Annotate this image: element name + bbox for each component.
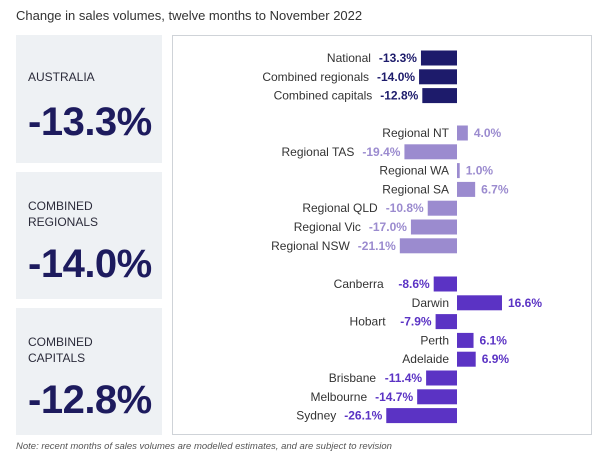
combined-regionals-card: COMBINED REGIONALS -14.0% — [16, 172, 162, 299]
bar-melbourne — [417, 389, 457, 405]
value-label-regional-nsw: -21.1% — [358, 239, 396, 253]
combined-regionals-card-value: -14.0% — [28, 242, 152, 286]
australia-card-value: -13.3% — [28, 100, 152, 144]
category-label-regional-vic: Regional Vic — [294, 220, 361, 234]
category-label-combined-regionals: Combined regionals — [262, 70, 369, 84]
bar-hobart — [435, 314, 457, 330]
category-label-canberra: Canberra — [334, 277, 384, 291]
value-label-regional-tas: -19.4% — [362, 145, 400, 159]
bar-combined-regionals — [419, 69, 457, 85]
bar-adelaide — [457, 351, 476, 367]
category-label-regional-tas: Regional TAS — [281, 145, 354, 159]
bar-chart-panel: National -13.3% Combined regionals -14.0% Co… — [172, 35, 592, 435]
value-label-darwin: 16.6% — [508, 296, 542, 310]
value-label-regional-sa: 6.7% — [481, 182, 509, 196]
bar-regional-nsw — [399, 238, 457, 254]
value-label-regional-wa: 1.0% — [466, 164, 494, 178]
combined-capitals-card-label: COMBINED CAPITALS — [28, 335, 93, 365]
bar-regional-tas — [404, 144, 457, 160]
value-label-brisbane: -11.4% — [385, 371, 423, 385]
bar-regional-nt — [457, 125, 468, 141]
category-label-sydney: Sydney — [296, 409, 336, 423]
value-label-canberra: -8.6% — [398, 277, 430, 291]
bar-chart: National -13.3% Combined regionals -14.0% Co… — [262, 50, 542, 424]
category-label-regional-sa: Regional SA — [382, 182, 449, 196]
bar-canberra — [433, 276, 457, 292]
category-label-regional-nt: Regional NT — [382, 126, 449, 140]
australia-card-label: AUSTRALIA — [28, 70, 95, 84]
value-label-regional-nt: 4.0% — [474, 126, 502, 140]
bar-regional-qld — [427, 200, 457, 216]
category-label-perth: Perth — [420, 333, 449, 347]
value-label-adelaide: 6.9% — [482, 352, 510, 366]
bar-darwin — [457, 295, 502, 311]
category-label-combined-capitals: Combined capitals — [274, 89, 373, 103]
bar-combined-capitals — [422, 88, 457, 104]
value-label-national: -13.3% — [379, 51, 417, 65]
combined-capitals-card-value: -12.8% — [28, 378, 152, 422]
category-label-regional-qld: Regional QLD — [302, 201, 378, 215]
category-label-national: National — [327, 51, 371, 65]
value-label-combined-capitals: -12.8% — [380, 89, 418, 103]
category-label-hobart: Hobart — [350, 315, 387, 329]
value-label-hobart: -7.9% — [400, 315, 432, 329]
bar-sydney — [386, 408, 457, 424]
value-label-regional-vic: -17.0% — [369, 220, 407, 234]
bar-national — [420, 50, 457, 66]
category-label-melbourne: Melbourne — [310, 390, 367, 404]
chart-title: Change in sales volumes, twelve months t… — [16, 8, 363, 23]
combined-capitals-card: COMBINED CAPITALS -12.8% — [16, 308, 162, 435]
value-label-perth: 6.1% — [480, 333, 508, 347]
value-label-sydney: -26.1% — [344, 409, 382, 423]
bar-regional-sa — [457, 181, 476, 197]
category-label-regional-wa: Regional WA — [379, 164, 449, 178]
australia-card: AUSTRALIA -13.3% — [16, 35, 162, 163]
bar-perth — [457, 332, 474, 348]
value-label-regional-qld: -10.8% — [386, 201, 424, 215]
category-label-adelaide: Adelaide — [402, 352, 449, 366]
value-label-melbourne: -14.7% — [375, 390, 413, 404]
category-label-brisbane: Brisbane — [329, 371, 377, 385]
category-label-regional-nsw: Regional NSW — [271, 239, 350, 253]
value-label-combined-regionals: -14.0% — [377, 70, 415, 84]
bar-regional-vic — [410, 219, 457, 235]
bar-regional-wa — [457, 163, 460, 179]
category-label-darwin: Darwin — [412, 296, 449, 310]
combined-regionals-card-label: COMBINED REGIONALS — [28, 199, 99, 229]
bar-brisbane — [426, 370, 457, 386]
footnote: Note: recent months of sales volumes are… — [16, 441, 392, 452]
